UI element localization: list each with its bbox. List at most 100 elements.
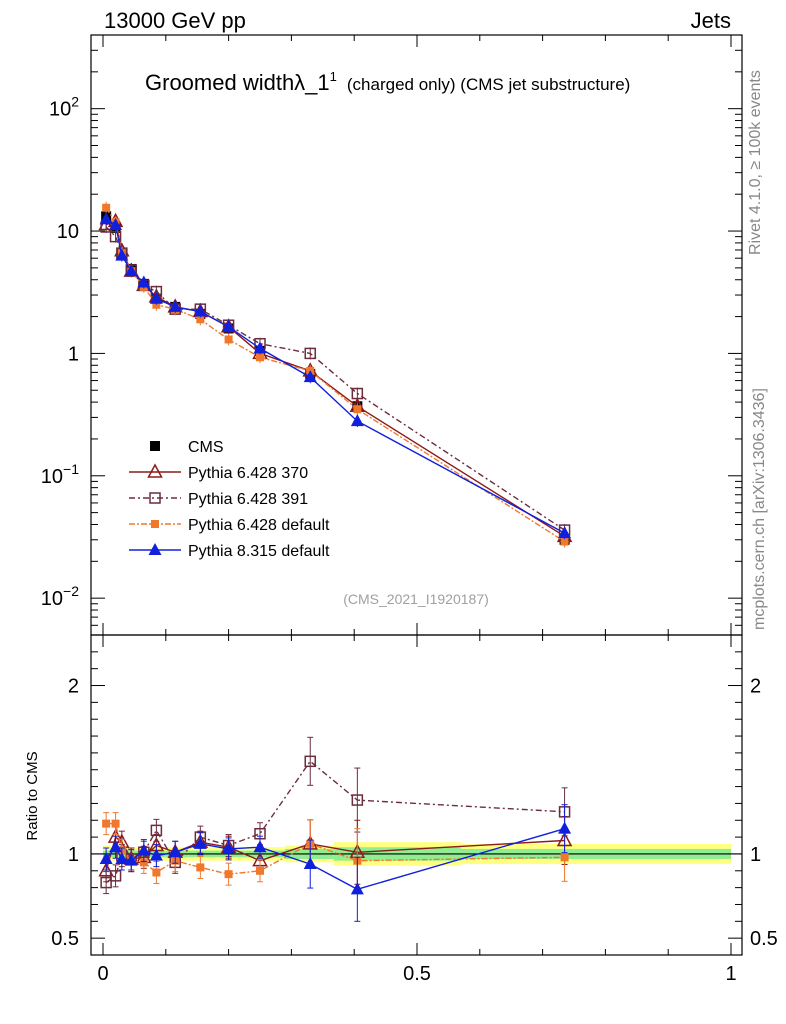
ratio-point: [253, 840, 267, 853]
series-line: [105, 218, 565, 534]
x-tick-label: 0: [97, 963, 108, 985]
data-point: [109, 218, 123, 231]
legend: CMS Pythia 6.428 370 Pythia 6.428 391 Pythi…: [129, 439, 330, 560]
data-point: [149, 291, 163, 304]
data-point: [303, 370, 317, 383]
legend-marker: [150, 441, 160, 451]
analysis-id: (CMS_2021_I1920187): [343, 591, 489, 607]
x-tick-label: 0.5: [403, 963, 431, 985]
ratio-point: [560, 853, 569, 862]
data-point: [137, 275, 151, 288]
data-point: [99, 212, 113, 225]
series-2: [100, 220, 571, 537]
legend-marker: [148, 543, 162, 555]
data-point: [353, 405, 362, 414]
ratio-point: [152, 868, 161, 877]
ratio-plot-frame: [90, 634, 743, 956]
ratio-point: [222, 841, 236, 854]
ratio-point: [115, 852, 129, 864]
data-point: [152, 300, 161, 309]
ratio-tick-label-right: 2: [750, 676, 761, 698]
ratio-point: [303, 857, 317, 870]
data-point: [558, 526, 572, 539]
x-tick-label: 1: [725, 963, 736, 985]
y-tick-label: 10−1: [41, 461, 79, 488]
series-4: [99, 212, 572, 540]
y-tick-label: 10: [57, 221, 79, 243]
series-line: [105, 226, 565, 531]
ratio-point: [109, 840, 123, 853]
legend-label: CMS: [188, 439, 224, 456]
y-tick-label: 102: [49, 94, 79, 121]
data-point: [256, 353, 264, 362]
y-tick-label: 1: [68, 343, 79, 365]
legend-entry: Pythia 6.428 default: [129, 517, 330, 534]
ratio-point: [256, 866, 264, 875]
energy-label: 13000 GeV pp: [104, 8, 246, 33]
legend-label: Pythia 6.428 391: [188, 491, 308, 508]
legend-entry: Pythia 8.315 default: [129, 543, 330, 560]
data-point: [350, 414, 364, 427]
y-tick-label: 10−2: [41, 583, 79, 610]
ratio-series-2: [100, 736, 571, 895]
ratio-series-4: [99, 804, 572, 922]
data-point: [124, 264, 138, 277]
chart-title-sup: 1: [330, 69, 337, 84]
data-point: [196, 315, 205, 324]
series-layer: [98, 201, 573, 922]
mcplots-label: mcplots.cern.ch [arXiv:1306.3436]: [751, 388, 768, 630]
legend-marker: [149, 492, 161, 504]
ratio-tick-label-right: 0.5: [750, 928, 778, 950]
data-point: [253, 341, 267, 354]
data-point: [560, 537, 569, 546]
ratio-tick-label: 0.5: [51, 928, 79, 950]
legend-label: Pythia 6.428 default: [188, 517, 330, 534]
axes: 0 0.5 1 10−2 10−1 1 10 102 0.5 0.5 1 1 2 2: [41, 34, 778, 985]
chart-title: Groomed widthλ_11 (charged only) (CMS jet…: [145, 69, 630, 95]
legend-entry: CMS: [150, 439, 224, 456]
series-line: [105, 207, 565, 543]
ratio-point: [193, 836, 207, 849]
ratio-point: [350, 882, 364, 895]
ratio-point: [149, 848, 163, 861]
ratio-ylabel: Ratio to CMS: [24, 751, 41, 840]
jets-label: Jets: [691, 8, 731, 33]
ratio-point: [124, 853, 138, 866]
legend-entry: Pythia 6.428 370: [129, 463, 308, 482]
ratio-point: [109, 870, 122, 882]
ratio-tick-label: 2: [68, 676, 79, 698]
ratio-tick-label-right: 1: [750, 844, 761, 866]
data-point: [109, 230, 122, 243]
ratio-uncertainty-bands: [91, 842, 742, 866]
ratio-point: [150, 824, 163, 837]
legend-label: Pythia 6.428 370: [188, 465, 308, 482]
ratio-point: [351, 794, 364, 806]
data-point: [304, 347, 316, 360]
rivet-version-label: Rivet 4.1.0, ≥ 100k events: [747, 70, 764, 255]
legend-marker: [151, 520, 159, 528]
legend-marker: [147, 463, 163, 478]
ratio-point: [196, 863, 205, 872]
ratio-point: [139, 858, 148, 867]
ratio-point: [102, 819, 111, 828]
data-point: [222, 319, 236, 332]
data-point: [351, 387, 364, 400]
ratio-point: [111, 819, 120, 828]
ratio-point: [304, 755, 316, 768]
series-line: [105, 220, 565, 537]
ratio-tick-label: 1: [68, 844, 79, 866]
legend-label: Pythia 8.315 default: [188, 543, 330, 560]
ratio-point: [224, 870, 233, 879]
ratio-point: [168, 845, 182, 858]
chart-title-suffix: (charged only) (CMS jet substructure): [347, 75, 630, 94]
ratio-point: [558, 821, 572, 834]
legend-entry: Pythia 6.428 391: [129, 491, 308, 508]
data-point: [193, 304, 207, 317]
ratio-point: [99, 852, 113, 864]
data-point: [102, 203, 111, 212]
data-point: [115, 248, 129, 261]
data-point: [224, 335, 233, 344]
chart-title-main: Groomed widthλ_1: [145, 70, 330, 95]
ratio-point: [137, 843, 151, 856]
